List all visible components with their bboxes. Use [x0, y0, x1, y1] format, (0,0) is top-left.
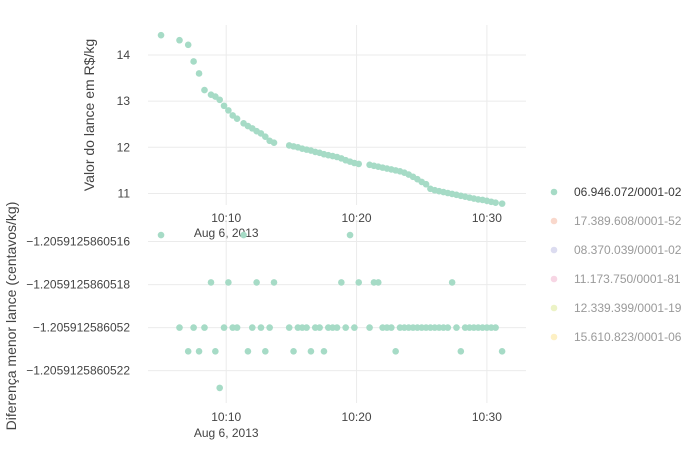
legend-marker[interactable] — [550, 217, 558, 225]
data-point[interactable] — [355, 160, 363, 168]
data-point[interactable] — [233, 115, 241, 122]
data-point[interactable] — [498, 348, 506, 355]
data-point[interactable] — [220, 324, 228, 331]
data-point[interactable] — [212, 348, 219, 355]
data-point[interactable] — [216, 96, 223, 104]
data-point[interactable] — [448, 279, 456, 286]
data-point[interactable] — [195, 70, 203, 77]
legend-item-label[interactable]: 08.370.039/0001-02 — [574, 243, 682, 257]
data-point[interactable] — [266, 324, 273, 331]
data-point[interactable] — [253, 279, 260, 286]
legend: 06.946.072/0001-02 17.389.608/0001-52 08.3… — [550, 185, 682, 344]
legend-item-label[interactable]: 11.173.750/0001-81 — [574, 272, 681, 286]
data-point[interactable] — [374, 279, 382, 286]
data-point[interactable] — [240, 231, 247, 239]
data-point[interactable] — [342, 324, 349, 331]
data-point[interactable] — [176, 324, 183, 331]
data-point[interactable] — [216, 384, 223, 392]
x-tick-label: 10:30 — [472, 410, 502, 424]
x-tick-label: 10:30 — [472, 211, 502, 225]
y-tick-label: 14 — [117, 48, 131, 62]
data-point[interactable] — [492, 199, 499, 206]
bottom-panel-min-bid-difference: 10:10 10:20 10:30 Aug 6, 2013 −1.20591258605… — [3, 202, 526, 440]
legend-item-label[interactable]: 15.610.823/0001-06 — [574, 330, 682, 344]
data-point[interactable] — [492, 324, 499, 331]
y-axis-title: Valor do lance em R$/kg — [81, 39, 97, 191]
legend-item-label[interactable]: 12.339.399/0001-19 — [574, 301, 682, 315]
legend-item-label[interactable]: 06.946.072/0001-02 — [574, 185, 682, 199]
legend-item-label[interactable]: 17.389.608/0001-52 — [574, 214, 682, 228]
data-point[interactable] — [333, 324, 341, 331]
y-tick-label: 12 — [117, 140, 131, 154]
y-tick-label: −1.2059125860522 — [26, 364, 130, 378]
data-point[interactable] — [351, 324, 358, 331]
data-point[interactable] — [201, 324, 208, 331]
data-point[interactable] — [157, 31, 165, 39]
data-point[interactable] — [388, 324, 395, 331]
x-tick-label: 10:20 — [342, 410, 372, 424]
data-point[interactable] — [307, 348, 315, 355]
data-point[interactable] — [220, 102, 228, 110]
legend-marker[interactable] — [550, 304, 558, 312]
data-point[interactable] — [190, 324, 197, 331]
data-point[interactable] — [233, 324, 241, 331]
data-point[interactable] — [346, 231, 354, 239]
y-axis-title: Diferença menor lance (centavos/kg) — [3, 202, 19, 431]
data-point[interactable] — [184, 41, 192, 49]
data-point[interactable] — [244, 348, 252, 355]
x-tick-label: 10:10 — [211, 211, 241, 225]
y-tick-label: −1.2059125860516 — [26, 235, 130, 249]
data-point[interactable] — [498, 200, 506, 207]
data-point[interactable] — [248, 324, 256, 331]
data-point[interactable] — [444, 324, 452, 331]
data-point[interactable] — [257, 324, 265, 331]
y-tick-label: 13 — [117, 94, 131, 108]
data-point[interactable] — [453, 324, 460, 331]
x-date-label: Aug 6, 2013 — [194, 426, 259, 440]
data-point[interactable] — [290, 348, 297, 355]
data-point[interactable] — [320, 348, 328, 355]
data-point[interactable] — [225, 107, 232, 114]
data-point[interactable] — [457, 348, 465, 355]
data-point[interactable] — [190, 58, 197, 65]
data-point[interactable] — [392, 348, 399, 355]
legend-marker[interactable] — [550, 333, 558, 341]
y-tick-label: 11 — [118, 186, 131, 200]
data-point[interactable] — [366, 324, 373, 331]
y-tick-label: −1.205912586052 — [33, 321, 130, 335]
data-point[interactable] — [157, 231, 165, 239]
data-point[interactable] — [184, 348, 192, 355]
data-point[interactable] — [355, 279, 363, 286]
data-point[interactable] — [207, 279, 215, 286]
data-point[interactable] — [201, 86, 208, 94]
y-tick-label: −1.2059125860518 — [26, 278, 130, 292]
data-point[interactable] — [262, 348, 269, 355]
legend-marker[interactable] — [550, 246, 558, 254]
legend-marker[interactable] — [550, 188, 558, 196]
data-point[interactable] — [316, 324, 323, 331]
data-point[interactable] — [195, 348, 203, 355]
data-point[interactable] — [270, 279, 278, 286]
data-point[interactable] — [338, 279, 345, 286]
x-tick-label: 10:20 — [342, 211, 372, 225]
data-point[interactable] — [285, 324, 293, 331]
data-point[interactable] — [303, 324, 310, 331]
legend-marker[interactable] — [550, 275, 558, 283]
x-tick-label: 10:10 — [211, 410, 241, 424]
data-point[interactable] — [422, 180, 430, 188]
data-point[interactable] — [176, 36, 183, 44]
data-point[interactable] — [270, 139, 278, 146]
data-point[interactable] — [262, 133, 269, 140]
data-point[interactable] — [225, 279, 232, 286]
